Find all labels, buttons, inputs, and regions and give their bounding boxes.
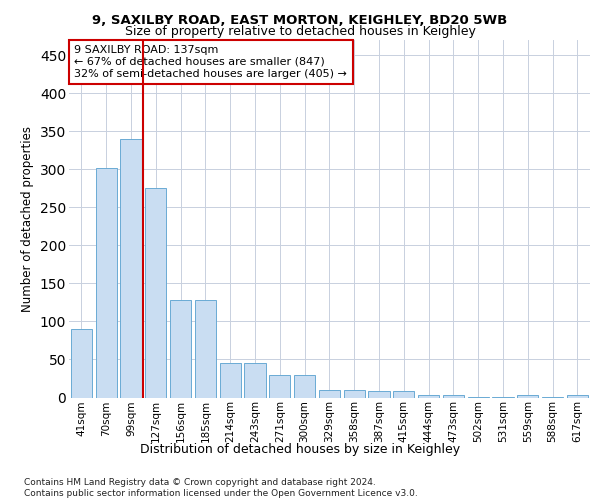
Bar <box>393 392 415 398</box>
Bar <box>244 362 266 398</box>
Bar <box>443 395 464 398</box>
Bar <box>344 390 365 398</box>
Text: 9, SAXILBY ROAD, EAST MORTON, KEIGHLEY, BD20 5WB: 9, SAXILBY ROAD, EAST MORTON, KEIGHLEY, … <box>92 14 508 27</box>
Bar <box>418 395 439 398</box>
Bar <box>517 395 538 398</box>
Bar <box>368 392 389 398</box>
Bar <box>493 396 514 398</box>
Text: Size of property relative to detached houses in Keighley: Size of property relative to detached ho… <box>125 25 475 38</box>
Text: Distribution of detached houses by size in Keighley: Distribution of detached houses by size … <box>140 442 460 456</box>
Text: 9 SAXILBY ROAD: 137sqm
← 67% of detached houses are smaller (847)
32% of semi-de: 9 SAXILBY ROAD: 137sqm ← 67% of detached… <box>74 46 347 78</box>
Bar <box>220 362 241 398</box>
Bar <box>269 374 290 398</box>
Bar <box>467 396 489 398</box>
Bar <box>121 139 142 398</box>
Bar <box>195 300 216 398</box>
Bar <box>71 329 92 398</box>
Y-axis label: Number of detached properties: Number of detached properties <box>21 126 34 312</box>
Bar <box>170 300 191 398</box>
Bar <box>567 395 588 398</box>
Bar <box>294 374 315 398</box>
Bar <box>542 396 563 398</box>
Bar <box>95 168 117 398</box>
Bar <box>319 390 340 398</box>
Bar <box>145 188 166 398</box>
Text: Contains HM Land Registry data © Crown copyright and database right 2024.
Contai: Contains HM Land Registry data © Crown c… <box>24 478 418 498</box>
